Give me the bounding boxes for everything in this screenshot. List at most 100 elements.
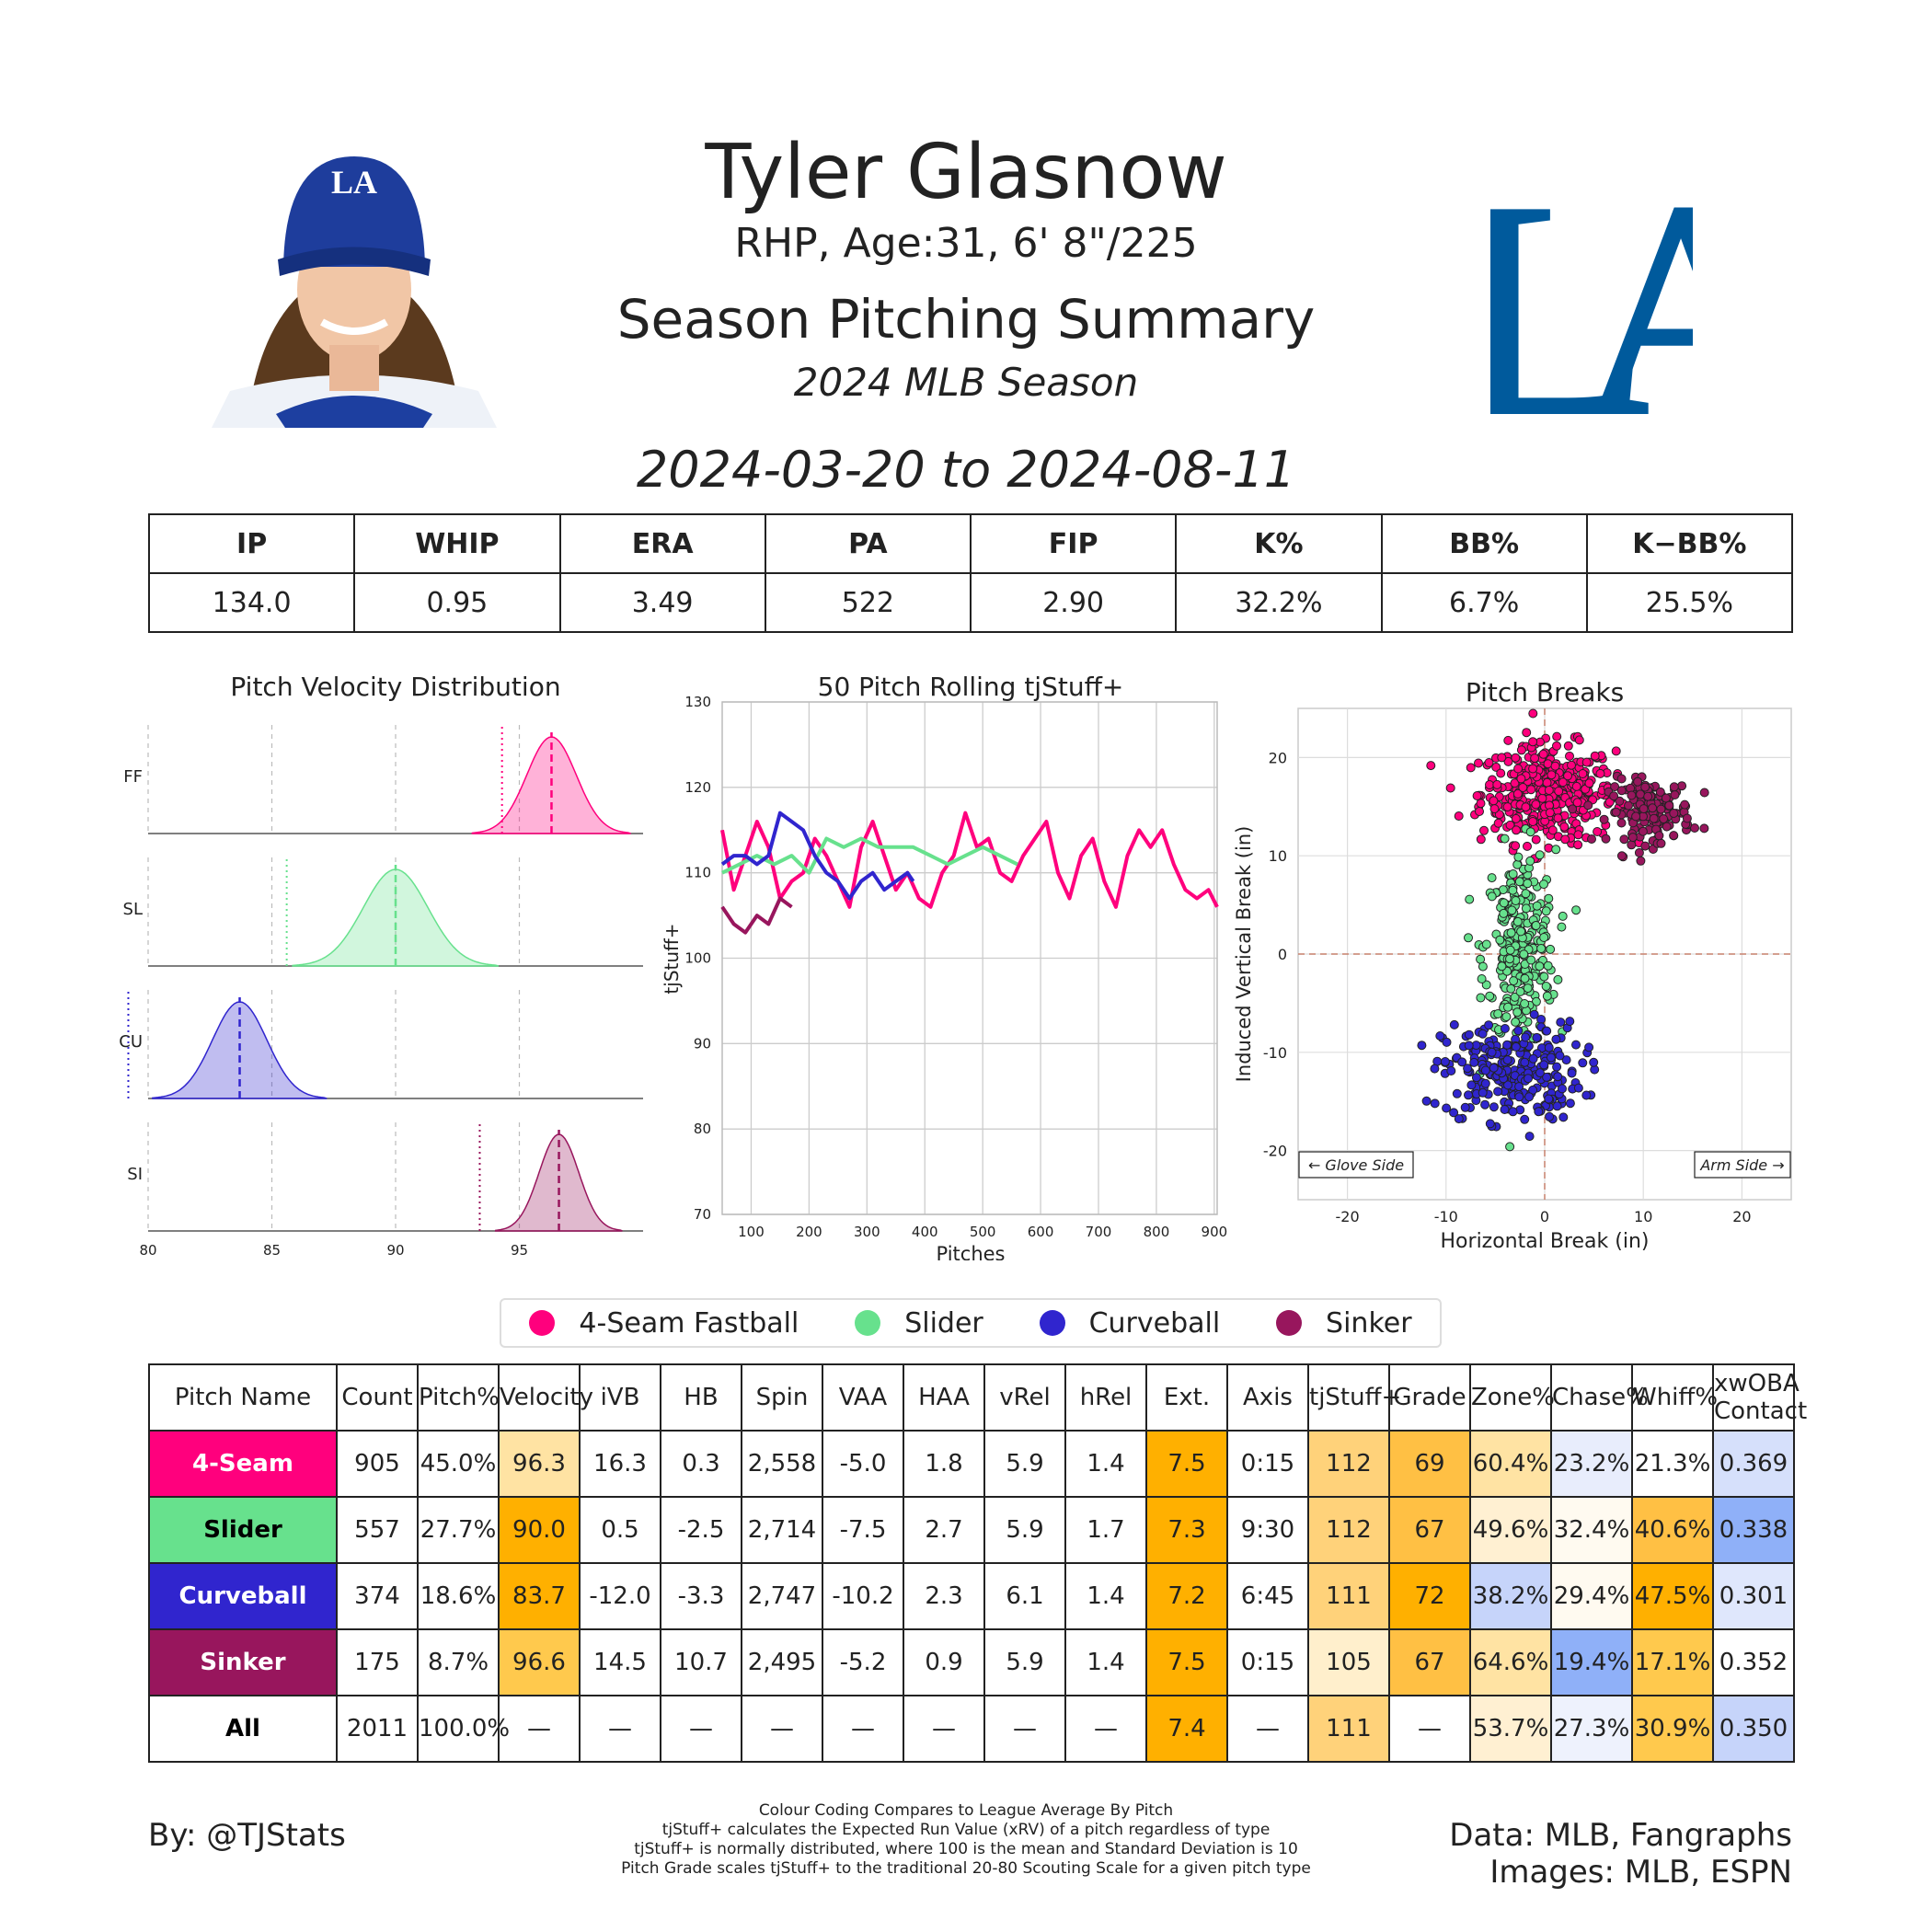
scatter-point xyxy=(1573,1083,1583,1093)
scatter-point xyxy=(1512,916,1523,926)
column-header: iVB xyxy=(579,1363,661,1432)
table-cell: 1.4 xyxy=(1064,1430,1147,1498)
scatter-point xyxy=(1590,751,1600,761)
scatter-point xyxy=(1636,856,1646,866)
table-cell: 21.3% xyxy=(1631,1430,1714,1498)
scatter-point xyxy=(1545,808,1555,818)
scatter-point xyxy=(1627,790,1637,800)
scatter-point xyxy=(1466,1080,1477,1090)
scatter-point xyxy=(1572,798,1582,808)
table-cell: — xyxy=(1064,1695,1147,1763)
scatter-point xyxy=(1589,1057,1599,1067)
table-cell: 1.8 xyxy=(903,1430,985,1498)
scatter-point xyxy=(1655,787,1665,797)
scatter-point xyxy=(1699,788,1709,798)
tick-label: 120 xyxy=(684,779,711,796)
table-cell: 17.1% xyxy=(1631,1628,1714,1696)
scatter-point xyxy=(1552,1062,1562,1072)
table-row: Curveball 374 18.6% 83.7 -12.0 -3.3 2,747 -10.2… xyxy=(148,1562,1795,1630)
scatter-point xyxy=(1558,777,1568,788)
tick-label: 600 xyxy=(1028,1224,1054,1240)
scatter-point xyxy=(1524,1132,1535,1142)
scatter-point xyxy=(1480,1078,1490,1088)
tick-label: 900 xyxy=(1202,1224,1228,1240)
scatter-point xyxy=(1515,986,1525,996)
scatter-point xyxy=(1611,746,1621,756)
scatter-point xyxy=(1536,944,1547,953)
table-cell: 1.4 xyxy=(1064,1562,1147,1630)
scatter-point xyxy=(1500,1105,1510,1114)
scatter-point xyxy=(1516,926,1526,937)
scatter-point xyxy=(1503,735,1513,745)
image-source: Images: MLB, ESPN xyxy=(1489,1854,1792,1891)
scatter-point xyxy=(1627,833,1638,843)
scatter-point xyxy=(1512,788,1523,799)
table-cell: -12.0 xyxy=(579,1562,661,1630)
tick-label: 100 xyxy=(738,1224,765,1240)
scatter-point xyxy=(1535,961,1545,972)
scatter-point xyxy=(1624,800,1633,811)
scatter-point xyxy=(1539,972,1549,982)
scatter-point xyxy=(1574,735,1584,745)
scatter-point xyxy=(1552,741,1561,751)
scatter-point xyxy=(1471,1073,1481,1083)
scatter-point xyxy=(1511,1041,1521,1052)
table-row: Slider 557 27.7% 90.0 0.5 -2.5 2,714 -7.5 2.7 5.9… xyxy=(148,1496,1795,1564)
scatter-point xyxy=(1485,780,1494,789)
scatter-point xyxy=(1545,1111,1555,1121)
table-cell: -3.3 xyxy=(660,1562,742,1630)
scatter-point xyxy=(1634,847,1644,857)
scatter-point xyxy=(1528,737,1538,747)
scatter-point xyxy=(1521,1032,1531,1042)
scatter-point xyxy=(1551,1034,1561,1044)
scatter-point xyxy=(1643,791,1653,801)
scatter-point xyxy=(1514,877,1524,887)
scatter-point xyxy=(1511,1017,1521,1027)
scatter-point xyxy=(1551,845,1561,855)
scatter-point xyxy=(1571,1040,1581,1050)
footnote-line: tjStuff+ is normally distributed, where … xyxy=(634,1840,1298,1858)
scatter-point xyxy=(1435,1031,1445,1041)
scatter-cu xyxy=(1417,1009,1600,1142)
table-cell: 49.6% xyxy=(1469,1496,1552,1564)
scatter-point xyxy=(1547,770,1557,780)
tick-label: 95 xyxy=(511,1242,528,1259)
table-cell: 8.7% xyxy=(417,1628,500,1696)
scatter-point xyxy=(1503,1080,1512,1090)
scatter-point xyxy=(1547,825,1558,835)
axis-label: Pitches xyxy=(937,1243,1006,1260)
scatter-point xyxy=(1544,893,1554,903)
scatter-point xyxy=(1481,980,1491,990)
tick-label: 90 xyxy=(694,1035,711,1052)
scatter-point xyxy=(1476,799,1486,809)
source-credits: Data: MLB, Fangraphs Images: MLB, ESPN xyxy=(1449,1817,1792,1891)
column-header: Spin xyxy=(741,1363,823,1432)
scatter-point xyxy=(1541,982,1551,991)
scatter-point xyxy=(1507,905,1517,915)
scatter-point xyxy=(1578,1058,1588,1068)
scatter-point xyxy=(1508,869,1518,879)
column-header: xwOBA Contact xyxy=(1712,1363,1807,1432)
scatter-point xyxy=(1543,960,1553,971)
arm-side-label: Arm Side → xyxy=(1699,1156,1784,1174)
scatter-point xyxy=(1567,760,1576,770)
scatter-point xyxy=(1599,814,1609,824)
scatter-point xyxy=(1531,921,1541,930)
column-header: VAA xyxy=(822,1363,904,1432)
date-range: 2024-03-20 to 2024-08-11 xyxy=(636,441,1296,499)
legend-marker xyxy=(529,1310,556,1336)
scatter-point xyxy=(1571,781,1581,791)
table-cell: -5.0 xyxy=(822,1430,904,1498)
stat-header: BB% xyxy=(1380,513,1588,574)
scatter-point xyxy=(1593,827,1603,836)
legend-item: Sinker xyxy=(1276,1307,1412,1340)
scatter-point xyxy=(1511,753,1521,763)
table-cell: — xyxy=(983,1695,1066,1763)
scatter-point xyxy=(1454,1114,1464,1124)
scatter-point xyxy=(1505,945,1515,955)
scatter-point xyxy=(1503,1002,1512,1012)
tick-label: 700 xyxy=(1086,1224,1112,1240)
scatter-point xyxy=(1525,856,1535,866)
table-cell: 14.5 xyxy=(579,1628,661,1696)
scatter-point xyxy=(1512,825,1521,835)
